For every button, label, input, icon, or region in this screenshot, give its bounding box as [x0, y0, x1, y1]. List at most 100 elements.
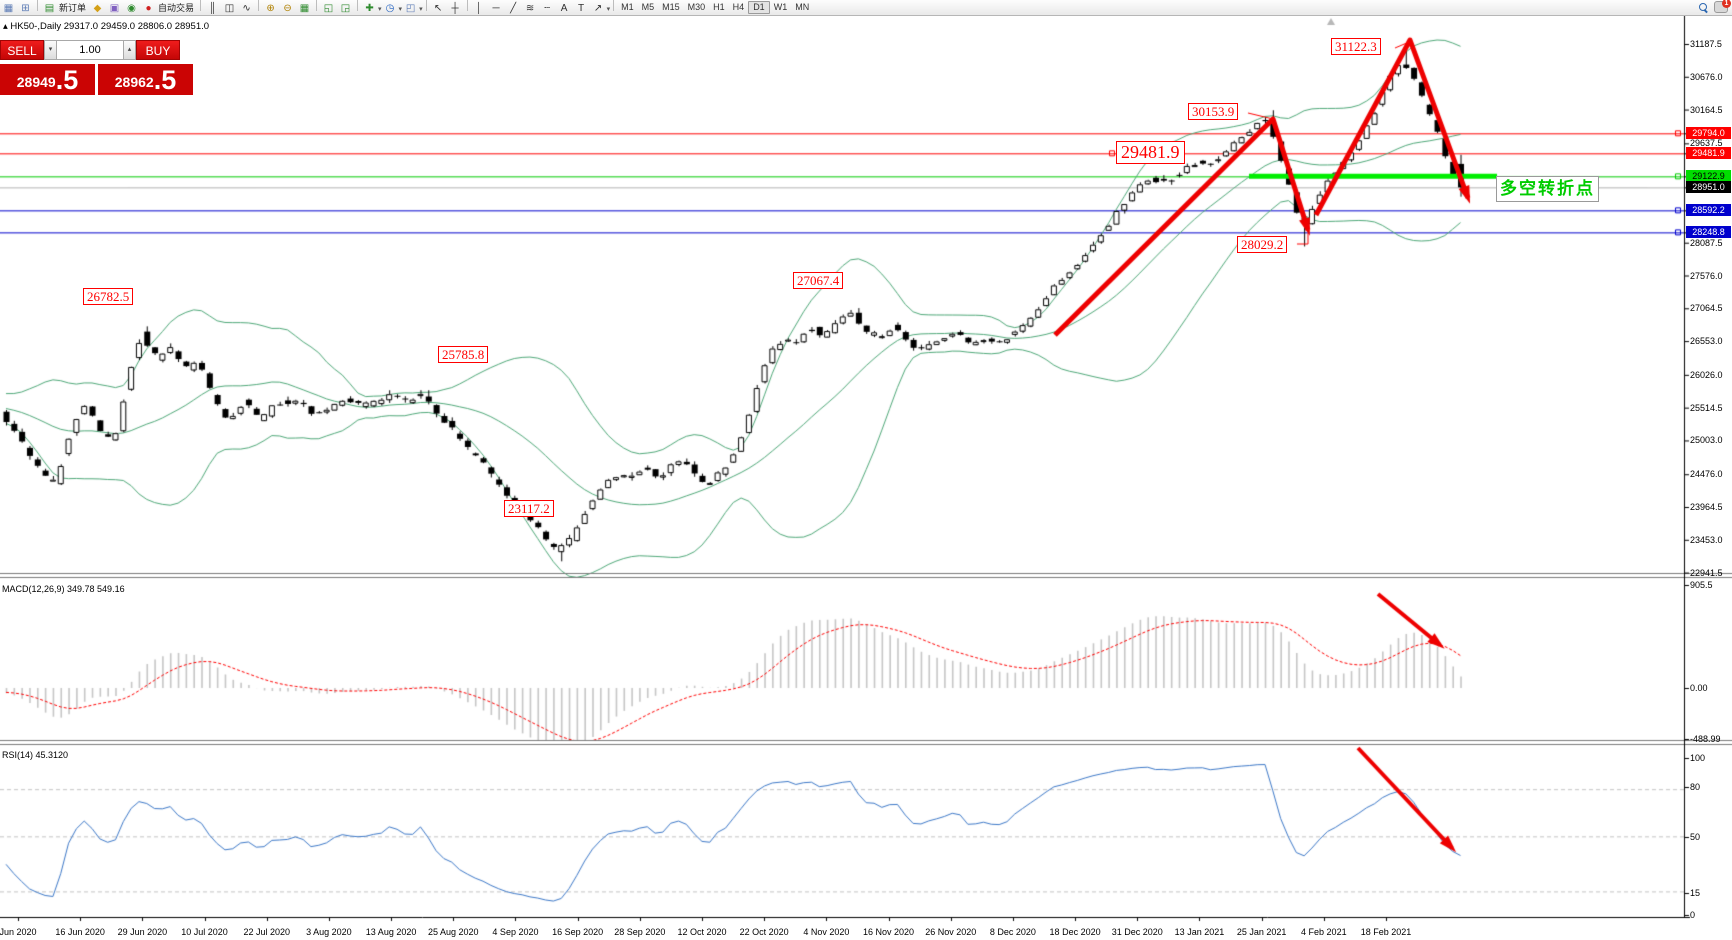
chart-shift-icon[interactable]: ◲ [340, 2, 351, 14]
bar-chart-icon[interactable]: ║ [208, 2, 217, 14]
timeframe-w1[interactable]: W1 [773, 2, 788, 12]
timeframe-m15[interactable]: M15 [662, 2, 680, 12]
text-icon[interactable]: A [560, 2, 568, 14]
new-order-label[interactable]: 新订单 [59, 2, 87, 13]
volume-up-button[interactable]: ▴ [123, 40, 136, 60]
zoom-in-icon[interactable]: ⊕ [266, 2, 275, 14]
date-axis-label: 4 Feb 2021 [1301, 927, 1347, 937]
toolbar: ▦ ⊞ ▤ 新订单 ◆ ▣ ◉ ● 自动交易 ║ ◫ ∿ ⊕ ⊖ ▦ ◱ ◲ ✚ ▾ ◷ ▾ ◰ ▾ ↖ ┼ │ ─ ╱ ≋ ┄ A T ↗ ▾ … [0, 0, 1732, 16]
collapse-marker-icon[interactable]: ▴ [3, 21, 8, 32]
date-axis-label: 12 Oct 2020 [677, 927, 727, 937]
macd-axis-tick: 0.00 [1690, 683, 1708, 693]
symbol-period: HK50-,Daily [10, 21, 62, 32]
toolbar-separator [258, 0, 260, 11]
autotrade-label[interactable]: 自动交易 [158, 2, 195, 13]
price-tick: 23453.0 [1690, 534, 1723, 545]
price-callout[interactable]: 28029.2 [1237, 236, 1288, 253]
zoom-out-icon[interactable]: ⊖ [283, 2, 292, 14]
trendline-icon[interactable]: ╱ [510, 2, 517, 14]
auto-scroll-icon[interactable]: ◱ [323, 2, 334, 14]
horizontal-line-icon[interactable]: ─ [492, 2, 500, 14]
crosshair-icon[interactable]: ┼ [451, 2, 459, 14]
price-tick: 28087.5 [1690, 237, 1723, 248]
arrows-icon[interactable]: ↗ [593, 2, 603, 14]
price-callout[interactable]: 25785.8 [438, 346, 489, 363]
macd-axis-tick: 905.5 [1690, 580, 1713, 590]
vertical-line-icon[interactable]: │ [475, 2, 483, 14]
toolbar-separator [425, 0, 427, 11]
timeframe-m1[interactable]: M1 [621, 2, 634, 12]
add-indicator-icon[interactable]: ✚ [365, 2, 374, 14]
profile-icon[interactable]: ▣ [109, 2, 120, 14]
timeframe-h4[interactable]: H4 [732, 2, 745, 12]
period-clock-icon[interactable]: ◷ [385, 2, 395, 14]
price-tick: 23964.5 [1690, 502, 1723, 512]
sound-icon[interactable]: ◉ [127, 2, 136, 14]
price-badge: 29481.9 [1686, 147, 1731, 160]
price-callout[interactable]: 27067.4 [793, 272, 844, 289]
price-badge: 28951.0 [1686, 181, 1731, 194]
price-tick: 26553.0 [1690, 336, 1723, 347]
rsi-axis-tick: 0 [1690, 910, 1696, 920]
notifications-icon[interactable]: 1 [1714, 0, 1731, 13]
rsi-label: RSI(14) 45.3120 [2, 750, 69, 760]
timeframe-h1[interactable]: H1 [713, 2, 725, 12]
volume-input[interactable] [57, 40, 123, 60]
date-axis-label: 4 Sep 2020 [492, 927, 539, 937]
fibonacci-icon[interactable]: ≋ [525, 2, 535, 14]
dropdown-caret-icon[interactable]: ▾ [606, 5, 611, 13]
timeframe-m5[interactable]: M5 [641, 2, 655, 12]
sell-button[interactable]: SELL [0, 40, 44, 60]
price-callout[interactable]: 30153.9 [1188, 103, 1239, 120]
price-callout[interactable]: 23117.2 [504, 500, 554, 517]
date-axis-label: 3 Aug 2020 [306, 927, 352, 937]
price-badge: 29122.9 [1686, 170, 1731, 183]
price-badge: 28248.8 [1686, 226, 1731, 239]
rsi-axis-tick: 15 [1690, 888, 1701, 898]
templates-icon[interactable]: ◰ [405, 2, 416, 14]
channel-icon[interactable]: ┄ [544, 2, 551, 14]
preview-icon[interactable]: ⊞ [21, 2, 30, 14]
buy-price-display[interactable]: 28962.5 [98, 64, 193, 95]
date-axis-label: 13 Aug 2020 [365, 927, 417, 937]
price-callout[interactable]: 26782.5 [83, 288, 134, 305]
price-callout[interactable]: 31122.3 [1331, 38, 1381, 55]
date-axis-label: 26 Nov 2020 [925, 927, 977, 937]
line-chart-icon[interactable]: ∿ [242, 2, 251, 14]
date-axis-label: 16 Jun 2020 [55, 927, 105, 937]
bucket-icon[interactable]: ◆ [93, 2, 102, 14]
price-tick: 24476.0 [1690, 469, 1723, 480]
turning-point-label[interactable]: 多空转折点 [1496, 176, 1599, 202]
macd-axis-tick: -488.99 [1690, 734, 1721, 744]
price-callout[interactable]: 29481.9 [1116, 141, 1185, 164]
candlestick-icon[interactable]: ◫ [224, 2, 235, 14]
timeframe-m30[interactable]: M30 [687, 2, 706, 12]
price-tick: 30164.5 [1690, 104, 1723, 115]
chart-window-icon[interactable]: ▦ [3, 2, 14, 14]
price-tick: 22941.5 [1690, 567, 1723, 578]
date-axis-label: 31 Dec 2020 [1111, 927, 1163, 937]
dropdown-caret-icon[interactable]: ▾ [398, 5, 403, 13]
dropdown-caret-icon[interactable]: ▾ [378, 5, 382, 13]
autotrade-icon[interactable]: ● [145, 2, 152, 14]
sell-price-display[interactable]: 28949.5 [0, 64, 95, 95]
cursor-icon[interactable]: ↖ [433, 2, 443, 14]
timeframe-mn[interactable]: MN [795, 2, 810, 12]
date-axis-label: 22 Oct 2020 [739, 927, 789, 937]
price-badge: 29794.0 [1686, 127, 1731, 140]
toolbar-separator [466, 0, 468, 11]
text-label-icon[interactable]: T [578, 2, 585, 14]
price-tick: 29637.5 [1690, 138, 1723, 149]
toolbar-separator [37, 0, 38, 11]
timeframe-d1[interactable]: D1 [748, 1, 770, 14]
buy-button[interactable]: BUY [136, 40, 180, 60]
new-order-icon[interactable]: ▤ [44, 2, 55, 14]
date-axis-label: 28 Sep 2020 [614, 927, 666, 937]
volume-down-button[interactable]: ▾ [44, 40, 57, 60]
date-axis-label: 25 Jan 2021 [1236, 927, 1287, 937]
tile-windows-icon[interactable]: ▦ [299, 2, 310, 14]
search-icon[interactable] [1699, 2, 1708, 13]
date-axis-label: 25 Aug 2020 [427, 927, 479, 937]
dropdown-caret-icon[interactable]: ▾ [419, 5, 423, 13]
